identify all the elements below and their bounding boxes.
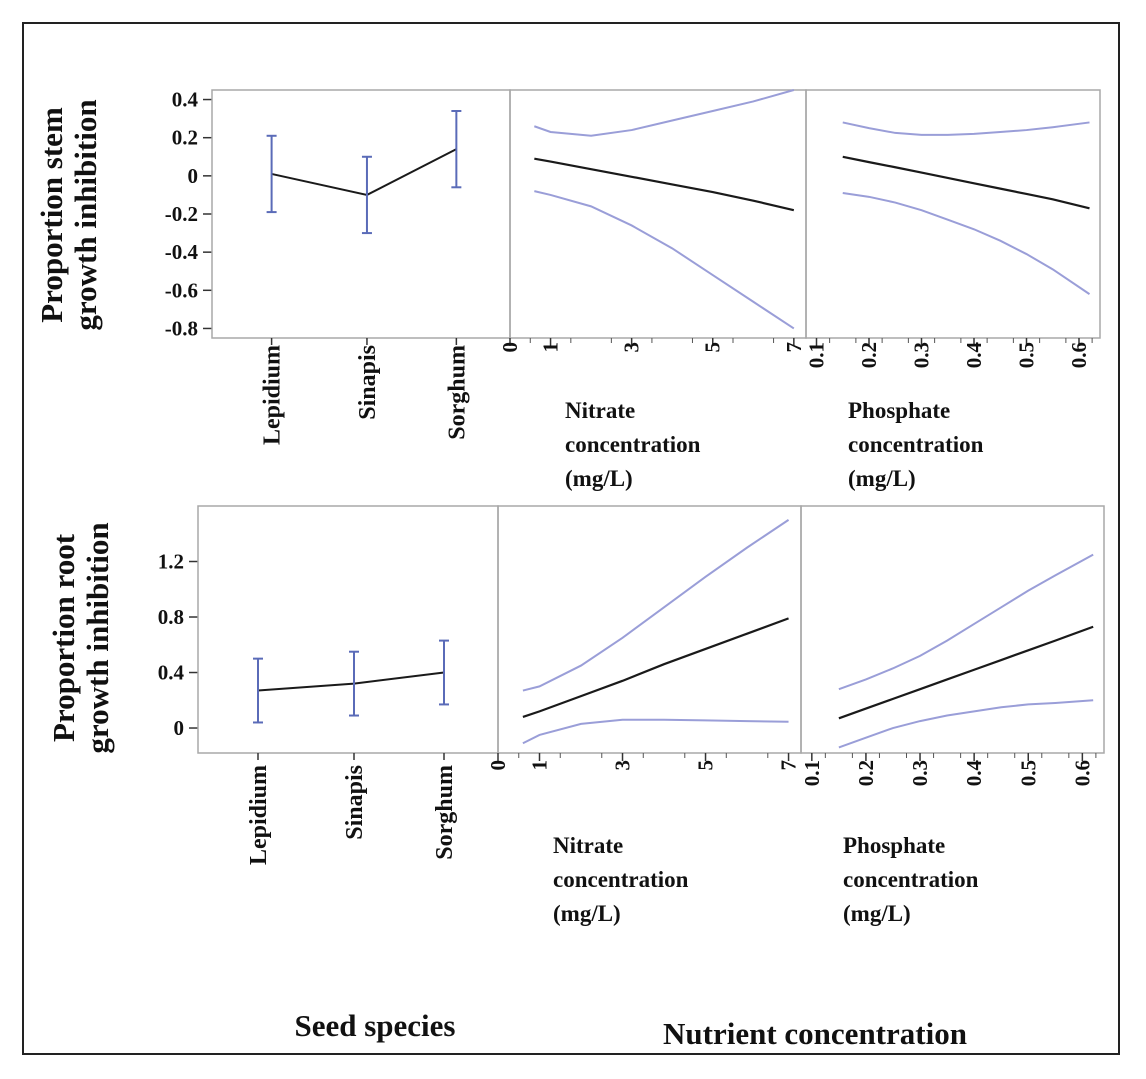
x-axis-title-root-1-line-0: Nitrate	[553, 833, 623, 858]
x-axis-title-stem-1-line-0: Nitrate	[565, 398, 635, 423]
y-tick-label-stem-3: -0.2	[165, 202, 198, 226]
x-tick-label-root-1-1: 1	[528, 760, 552, 771]
x-axis-title-root-2-line-1: concentration	[843, 867, 979, 892]
x-tick-label-root-1-0: 0	[486, 760, 510, 771]
x-axis-title-root-1-line-2: (mg/L)	[553, 901, 621, 926]
x-tick-label-root-1-4: 7	[777, 760, 801, 771]
x-axis-title-stem-2-line-2: (mg/L)	[848, 466, 916, 491]
ci-lower-root-2	[838, 699, 1094, 749]
ci-lower-root-1	[522, 718, 789, 745]
mean-line-root	[257, 671, 445, 692]
y-tick-label-stem-2: 0	[188, 164, 199, 188]
nutrient-concentration-label: Nutrient concentration	[663, 1016, 967, 1051]
x-tick-label-stem-2-2: 0.3	[910, 342, 934, 368]
panel-frame-root-0	[197, 505, 499, 754]
x-axis-title-root-2-line-2: (mg/L)	[843, 901, 911, 926]
seed-species-label: Seed species	[294, 1008, 455, 1043]
category-label-stem-sorghum: Sorghum	[444, 345, 470, 440]
panel-frame-root-2	[800, 505, 1105, 754]
y-axis-title-root-line-1: growth inhibition	[80, 522, 115, 753]
category-label-stem-sinapis: Sinapis	[355, 345, 381, 420]
x-tick-label-root-2-3: 0.4	[962, 760, 986, 787]
x-tick-label-root-2-0: 0.1	[800, 760, 824, 786]
x-tick-label-root-2-2: 0.3	[908, 760, 932, 786]
x-axis-title-stem-2-line-1: concentration	[848, 432, 984, 457]
category-label-root-lepidium: Lepidium	[246, 765, 272, 865]
x-tick-label-stem-1-1: 1	[539, 342, 563, 353]
category-label-root-sorghum: Sorghum	[432, 765, 458, 860]
x-axis-title-stem-1-line-2: (mg/L)	[565, 466, 633, 491]
x-tick-label-stem-1-3: 5	[701, 342, 725, 353]
ci-lower-stem-1	[534, 190, 795, 330]
x-tick-label-stem-1-2: 3	[620, 342, 644, 353]
x-tick-label-root-2-4: 0.5	[1016, 760, 1040, 786]
x-tick-label-stem-2-1: 0.2	[857, 342, 881, 368]
category-label-stem-lepidium: Lepidium	[260, 345, 286, 445]
category-label-root-sinapis: Sinapis	[342, 765, 368, 840]
y-tick-label-root-3: 0	[174, 716, 185, 740]
y-tick-label-stem-4: -0.4	[165, 240, 199, 264]
y-tick-label-stem-6: -0.8	[165, 316, 198, 340]
x-tick-label-stem-1-0: 0	[498, 342, 522, 353]
x-axis-title-stem-2-line-0: Phosphate	[848, 398, 950, 423]
x-axis-title-root-1-line-1: concentration	[553, 867, 689, 892]
x-tick-label-root-2-5: 0.6	[1070, 760, 1094, 786]
y-tick-label-root-1: 0.8	[158, 605, 184, 629]
y-tick-label-stem-0: 0.4	[172, 88, 199, 112]
x-tick-label-root-1-3: 5	[694, 760, 718, 771]
y-tick-label-root-2: 0.4	[158, 661, 185, 685]
fit-line-root-1	[522, 617, 789, 718]
x-axis-title-stem-1-line-1: concentration	[565, 432, 701, 457]
panel-frame-stem-0	[211, 89, 511, 339]
fit-line-stem-2	[842, 155, 1090, 210]
x-tick-label-root-2-1: 0.2	[854, 760, 878, 786]
x-axis-title-root-2-line-0: Phosphate	[843, 833, 945, 858]
x-tick-label-stem-1-4: 7	[782, 342, 806, 353]
y-axis-title-stem-line-1: growth inhibition	[68, 99, 103, 330]
x-tick-label-stem-2-3: 0.4	[962, 342, 986, 369]
fit-line-root-2	[838, 625, 1094, 720]
x-tick-label-stem-2-0: 0.1	[805, 342, 829, 368]
ci-upper-root-2	[838, 553, 1094, 691]
ci-upper-root-1	[522, 519, 790, 692]
y-tick-label-stem-1: 0.2	[172, 126, 198, 150]
ci-upper-stem-1	[533, 89, 795, 137]
ci-lower-stem-2	[842, 192, 1091, 295]
figure-frame	[22, 22, 1120, 1055]
y-tick-label-stem-5: -0.6	[165, 278, 198, 302]
y-tick-label-root-0: 1.2	[158, 550, 184, 574]
x-tick-label-root-1-2: 3	[611, 760, 635, 771]
panel-frame-stem-2	[805, 89, 1101, 339]
y-axis-title-root-line-0: Proportion root	[46, 533, 81, 742]
x-tick-label-stem-2-5: 0.6	[1067, 342, 1091, 368]
panel-frame-stem-1	[509, 89, 807, 339]
y-axis-title-stem-line-0: Proportion stem	[34, 107, 69, 323]
x-tick-label-stem-2-4: 0.5	[1015, 342, 1039, 368]
fit-line-stem-1	[534, 157, 795, 212]
ci-upper-stem-2	[842, 121, 1090, 136]
